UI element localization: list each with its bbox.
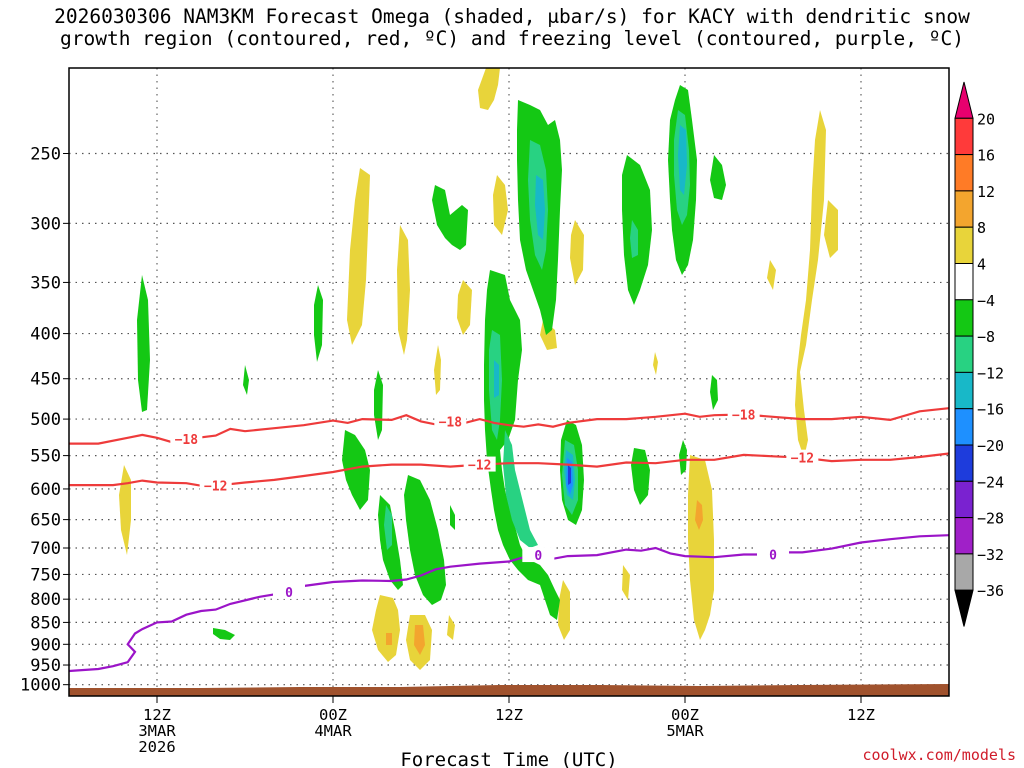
y-axis-ticks: 2503003504004505005506006507007508008509… [20, 144, 69, 696]
colorbar-bin-12 [954, 517, 974, 555]
contour-labels: −18 −18 −18 −12 −12 −12 0 0 0 [170, 406, 819, 601]
colorbar-bin-2 [954, 154, 974, 192]
colorbar-label-0: 20 [977, 110, 995, 128]
contour-label-0-2: −18 [732, 408, 756, 423]
colorbar-label-11: −28 [977, 510, 1004, 528]
y-tick-label-650: 650 [30, 511, 61, 531]
colorbar-arrow-top [954, 81, 974, 119]
colorbar-label-13: −36 [977, 582, 1004, 600]
colorbar: 20 16 12 8 4 −4 −8 −12 −16 −20 −24 −28 −32 −36 [954, 81, 1004, 627]
y-tick-label-600: 600 [30, 480, 61, 500]
colorbar-label-4: 4 [977, 256, 986, 274]
colorbar-bin-11 [954, 480, 974, 519]
colorbar-label-10: −24 [977, 473, 1004, 491]
colorbar-bin-1 [954, 117, 974, 156]
colorbar-bin-4 [954, 226, 974, 264]
x-tick-label-3-0: 00Z [671, 706, 699, 724]
y-tick-label-950: 950 [30, 656, 61, 676]
x-tick-label-1-1: 4MAR [314, 722, 352, 740]
contour-label-0-0: −18 [175, 433, 199, 448]
y-tick-label-750: 750 [30, 565, 61, 585]
terrain-ground [69, 684, 949, 696]
y-tick-label-300: 300 [30, 214, 61, 234]
contour-label-bg-1-0 [199, 477, 232, 493]
contour-label-1-1: −12 [468, 459, 491, 474]
x-axis-label: Forecast Time (UTC) [400, 749, 617, 768]
y-tick-label-400: 400 [30, 325, 61, 345]
colorbar-bin-6 [954, 299, 974, 337]
y-tick-label-250: 250 [30, 144, 61, 164]
x-tick-label-4-0: 12Z [847, 706, 875, 724]
contour-label-1-2: −12 [791, 452, 814, 467]
x-tick-label-1-0: 00Z [319, 706, 347, 724]
colorbar-label-1: 16 [977, 147, 995, 165]
colorbar-bin-3 [954, 190, 974, 228]
contour-label-bg-0-0 [170, 431, 203, 447]
colorbar-label-8: −16 [977, 401, 1004, 419]
contour-label-bg-1-2 [786, 449, 819, 465]
colorbar-arrow-bottom [954, 589, 974, 627]
credit-text: coolwx.com/models [862, 746, 1016, 764]
colorbar-label-6: −8 [977, 328, 995, 346]
contour-label-bg-2-1 [522, 547, 555, 563]
omega-negative-blue [566, 458, 573, 495]
colorbar-label-12: −32 [977, 546, 1004, 564]
contour-label-0-1: −18 [439, 415, 463, 430]
y-tick-label-850: 850 [30, 613, 61, 633]
colorbar-bin-7 [954, 335, 974, 373]
x-tick-label-3-1: 5MAR [666, 722, 704, 740]
contour-label-2-2: 0 [769, 549, 777, 564]
contour-label-1-0: −12 [204, 480, 227, 495]
y-tick-label-800: 800 [30, 590, 61, 610]
colorbar-label-9: −20 [977, 437, 1004, 455]
contour-label-2-0: 0 [285, 586, 293, 601]
contour-label-bg-2-2 [757, 546, 789, 562]
colorbar-label-5: −4 [977, 292, 995, 310]
chart-title-line2: growth region (contoured, red, ºC) and f… [60, 27, 964, 50]
contour-label-bg-2-0 [273, 583, 305, 599]
x-tick-label-2-0: 12Z [495, 706, 523, 724]
chart-title-line1: 2026030306 NAM3KM Forecast Omega (shaded… [54, 5, 970, 28]
colorbar-bin-13 [954, 553, 974, 591]
colorbar-bin-5 [954, 263, 974, 301]
colorbar-label-3: 8 [977, 219, 986, 237]
colorbar-label-7: −12 [977, 364, 1004, 382]
y-tick-label-900: 900 [30, 635, 61, 655]
colorbar-bin-10 [954, 444, 974, 482]
y-tick-label-500: 500 [30, 410, 61, 430]
y-tick-label-700: 700 [30, 539, 61, 559]
y-tick-label-350: 350 [30, 273, 61, 293]
colorbar-bin-8 [954, 371, 974, 410]
contour-label-bg-0-2 [727, 406, 760, 422]
colorbar-label-2: 12 [977, 183, 995, 201]
contour-label-bg-0-1 [434, 413, 467, 429]
contour-label-2-1: 0 [534, 549, 542, 564]
omega-positive-areas [119, 68, 838, 670]
contour-label-bg-1-1 [463, 456, 496, 472]
x-tick-label-0-0: 12Z [143, 706, 171, 724]
omega-positive-cores [386, 500, 703, 655]
colorbar-bin-9 [954, 408, 974, 446]
y-tick-label-450: 450 [30, 370, 61, 390]
x-tick-label-0-1: 3MAR [138, 722, 176, 740]
x-tick-label-0-2: 2026 [138, 738, 175, 756]
y-tick-label-1000: 1000 [20, 676, 61, 696]
omega-shading [119, 68, 838, 670]
y-tick-label-550: 550 [30, 447, 61, 467]
